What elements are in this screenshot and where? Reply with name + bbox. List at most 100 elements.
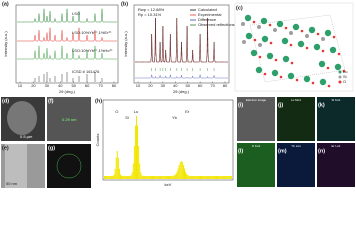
atom-lu: [282, 55, 290, 63]
eds-bar: [122, 175, 124, 179]
eds-bar: [131, 172, 133, 179]
atom-lu: [245, 32, 253, 40]
x-tick-label: 40: [58, 83, 63, 88]
panel-label: (i): [238, 102, 243, 108]
eds-bar: [136, 116, 137, 179]
eds-bar: [164, 176, 166, 179]
atom-o: [332, 35, 336, 39]
eds-bar: [190, 175, 192, 179]
y-axis-label: Intensity (a.u.): [3, 31, 8, 57]
atom-lu: [329, 46, 337, 54]
x-tick-label: 20: [31, 83, 36, 88]
eds-bar: [172, 175, 174, 179]
eds-bar: [195, 176, 197, 179]
map-title: Lu Mα1: [291, 98, 301, 102]
panel-label: (e): [2, 145, 9, 151]
peak-label: Yb: [172, 115, 178, 120]
eds-bar: [158, 176, 160, 179]
eds-bar: [205, 176, 207, 179]
eds-bar: [128, 175, 130, 179]
eds-bar: [204, 176, 206, 179]
fit-statistic: Rp = 10.31%: [138, 12, 162, 17]
eds-bar: [192, 175, 194, 179]
panel-label: (k): [318, 102, 325, 108]
map-title: O Kα1: [252, 144, 261, 148]
atom-o: [279, 75, 283, 79]
eds-bar: [130, 175, 132, 179]
atom-o: [326, 66, 330, 70]
atom-lu: [250, 49, 258, 57]
eds-bar: [171, 175, 173, 179]
eds-bar: [134, 125, 136, 179]
x-tick-label: 10: [136, 83, 141, 88]
scale-bar-label: 0.5 µm: [20, 134, 33, 139]
eds-bar: [159, 176, 161, 179]
eds-bar: [208, 176, 210, 179]
hrtem-image-f: [47, 97, 91, 141]
eds-bar: [137, 125, 139, 179]
eds-bar: [113, 174, 115, 179]
fit-statistic: Rwp = 12.68%: [138, 7, 165, 12]
eds-bar: [181, 162, 183, 179]
atom-lu: [318, 60, 326, 68]
x-tick-label: 40: [173, 83, 178, 88]
eds-bar: [165, 176, 167, 179]
x-tick-label: 50: [185, 83, 190, 88]
atom-lu: [261, 35, 269, 43]
panel-label: (a): [2, 1, 9, 7]
atom-o: [337, 52, 341, 56]
atom-o: [252, 20, 256, 24]
atom-o: [290, 61, 294, 65]
x-tick-label: 60: [198, 83, 203, 88]
peak-label: Er: [185, 109, 190, 114]
eds-bar: [147, 176, 149, 179]
atom-si: [257, 25, 261, 29]
eds-bar: [211, 176, 213, 179]
panel-label: (m): [278, 148, 287, 154]
element-map: [317, 143, 355, 187]
eds-bar: [218, 176, 220, 179]
atom-lu: [303, 75, 311, 83]
atom-o: [327, 84, 331, 88]
lattice-annotation: 0.29 nm: [62, 117, 77, 122]
eds-bar: [184, 168, 185, 179]
eds-bar: [189, 175, 191, 179]
legend-label: O: [343, 79, 346, 84]
xrd-trace: [17, 8, 117, 23]
particle-edge: [5, 144, 27, 188]
trace-label: ICSD # 161476: [72, 69, 100, 74]
x-tick-label: 80: [112, 83, 117, 88]
legend-label: Calculated: [198, 7, 217, 12]
panel-label: (n): [318, 148, 325, 154]
x-tick-label: 50: [71, 83, 76, 88]
eds-bar: [177, 168, 179, 179]
xrd-trace: [17, 45, 117, 60]
eds-bar: [107, 176, 109, 179]
eds-bar: [121, 175, 123, 179]
eds-bar: [207, 176, 209, 179]
panel-label: (d): [2, 98, 9, 104]
eds-bar: [193, 175, 195, 179]
eds-bar: [168, 175, 169, 179]
eds-bar: [178, 164, 180, 179]
legend-label: Difference: [198, 17, 217, 22]
panel-h-frame: [102, 99, 234, 181]
y-axis-label: Intensity (a.u.): [123, 31, 128, 57]
eds-bar: [182, 164, 184, 179]
eds-bar: [206, 176, 208, 179]
eds-bar: [143, 175, 145, 179]
x-tick-label: 30: [161, 83, 166, 88]
eds-bar: [115, 157, 117, 179]
atom-si: [273, 28, 277, 32]
peak-label: Lu: [134, 109, 138, 114]
eds-bar: [229, 176, 231, 179]
eds-bar: [112, 175, 114, 179]
map-title: Yb Lα1: [291, 144, 301, 148]
eds-bar: [179, 162, 181, 179]
legend-swatch: [338, 70, 342, 74]
atom-o: [289, 43, 293, 47]
eds-bar: [127, 175, 129, 179]
legend-label: Lu: [343, 69, 347, 74]
atom-lu: [313, 43, 321, 51]
element-map: [277, 143, 315, 187]
